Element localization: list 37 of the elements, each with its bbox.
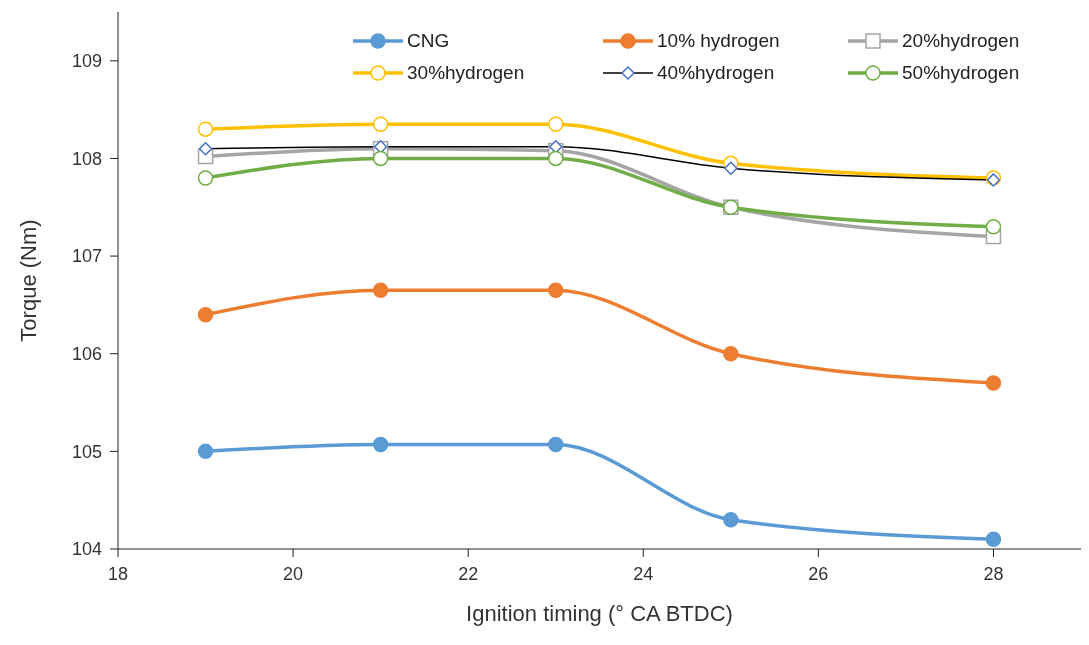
point	[547, 116, 564, 133]
x-tick-label: 18	[107, 563, 129, 584]
y-tick-label: 107	[71, 246, 102, 267]
point	[197, 170, 214, 186]
y-tick-label: 108	[71, 148, 102, 169]
y-axis-title: Torque (Nm)	[15, 219, 41, 342]
point	[197, 443, 214, 460]
x-tick-label: 26	[808, 563, 829, 584]
point	[372, 282, 389, 299]
y-tick-label: 104	[71, 539, 102, 560]
point	[723, 345, 739, 362]
legend-label: 40%hydrogen	[657, 62, 775, 84]
legend-label: 50%hydrogen	[902, 62, 1020, 84]
point	[547, 282, 564, 299]
legend-label: 10% hydrogen	[657, 30, 780, 52]
point	[197, 121, 214, 137]
y-tick-label: 106	[71, 344, 102, 365]
point	[547, 150, 564, 167]
x-tick-label: 22	[458, 563, 479, 584]
point	[372, 150, 389, 167]
x-tick-label: 28	[983, 563, 1004, 584]
x-tick-label: 20	[283, 563, 304, 584]
y-tick-label: 105	[71, 441, 102, 462]
point	[372, 436, 389, 453]
point	[547, 436, 564, 453]
point	[372, 116, 389, 133]
point	[723, 511, 739, 528]
y-tick-label: 109	[71, 51, 102, 72]
legend-label: 20%hydrogen	[902, 30, 1020, 52]
x-tick-label: 24	[633, 563, 654, 584]
point	[197, 306, 214, 323]
point	[985, 219, 1002, 235]
x-axis-title: Ignition timing (° CA BTDC)	[466, 601, 733, 626]
point	[985, 375, 1002, 391]
legend-label: CNG	[407, 30, 450, 52]
point	[985, 531, 1002, 547]
legend-label: 30%hydrogen	[407, 62, 525, 84]
